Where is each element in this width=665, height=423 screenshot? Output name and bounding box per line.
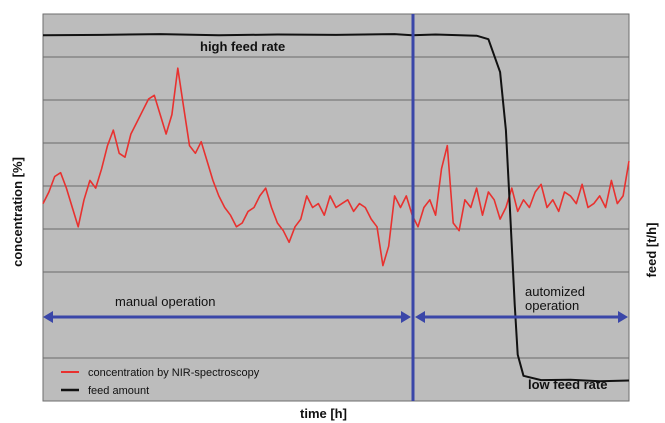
series-line-concentration: [42, 67, 630, 267]
x-axis-label: time [h]: [300, 406, 347, 421]
low-feed-label: low feed rate: [528, 377, 607, 392]
automized-label: automized: [525, 284, 585, 299]
automized-operation-arrow: [415, 311, 628, 323]
manual-operation-arrow: [43, 311, 411, 323]
y-axis-label-right: feed [t/h]: [644, 223, 659, 278]
y-axis-label-left: concentration [%]: [10, 157, 25, 267]
legend: concentration by NIR-spectroscopy feed a…: [61, 367, 260, 397]
series-layer: [42, 33, 630, 383]
series-line-feed: [42, 33, 630, 383]
grid: [43, 56, 629, 359]
manual-operation-label: manual operation: [115, 294, 215, 309]
legend-label-feed: feed amount: [88, 385, 149, 397]
legend-label-concentration: concentration by NIR-spectroscopy: [88, 367, 260, 379]
operation-label: operation: [525, 298, 579, 313]
high-feed-label: high feed rate: [200, 39, 285, 54]
